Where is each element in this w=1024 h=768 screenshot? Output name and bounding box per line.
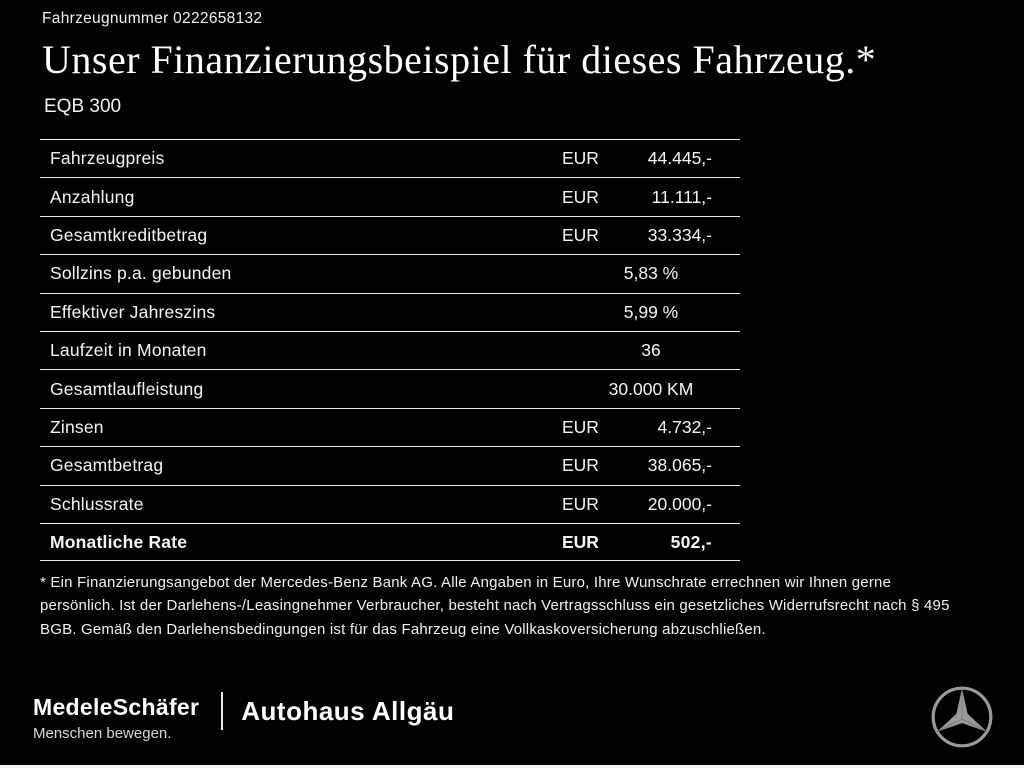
row-values: EUR 33.334,- — [562, 225, 740, 246]
dealer-secondary-name: Autohaus Allgäu — [241, 695, 455, 726]
row-values: EUR 20.000,- — [562, 494, 740, 515]
currency-label: EUR — [562, 224, 599, 245]
table-row: Sollzins p.a. gebunden 5,83 % — [40, 254, 740, 292]
row-values: 36 — [562, 340, 740, 361]
row-values: EUR 44.445,- — [562, 148, 740, 169]
footer-divider — [221, 692, 224, 730]
table-row: Laufzeit in Monaten 36 — [40, 330, 740, 369]
row-label: Schlussrate — [50, 493, 144, 514]
currency-label: EUR — [562, 416, 599, 437]
page-title: Unser Finanzierungsbeispiel für dieses F… — [42, 37, 877, 82]
row-value: 30.000 KM — [608, 378, 694, 399]
row-label: Gesamtkreditbetrag — [50, 224, 208, 245]
vehicle-number: Fahrzeugnummer 0222658132 — [42, 10, 263, 27]
row-label: Sollzins p.a. gebunden — [50, 263, 232, 284]
row-label: Gesamtlaufleistung — [50, 378, 204, 399]
table-row: Schlussrate EUR 20.000,- — [40, 484, 740, 523]
currency-label: EUR — [562, 186, 599, 207]
table-row: Fahrzeugpreis EUR 44.445,- — [40, 139, 740, 177]
row-value: 38.065,- — [647, 455, 712, 476]
row-label: Effektiver Jahreszins — [50, 301, 216, 322]
table-row: Effektiver Jahreszins 5,99 % — [40, 292, 740, 331]
row-values: EUR 38.065,- — [562, 455, 740, 476]
footer: MedeleSchäfer Menschen bewegen. Autohaus… — [0, 681, 1024, 765]
row-label: Fahrzeugpreis — [50, 148, 165, 169]
dealer-logo-block: MedeleSchäfer Menschen bewegen. — [33, 694, 199, 742]
row-value: 33.334,- — [647, 224, 712, 245]
table-row-monthly-rate: Monatliche Rate EUR 502,- — [40, 522, 740, 562]
table-row: Gesamtlaufleistung 30.000 KM — [40, 369, 740, 407]
row-values: 5,83 % — [562, 263, 740, 284]
row-values: EUR 4.732,- — [562, 417, 740, 438]
row-value: 36 — [641, 340, 661, 361]
table-row: Gesamtbetrag EUR 38.065,- — [40, 446, 740, 484]
vehicle-model: EQB 300 — [44, 96, 122, 117]
table-row: Gesamtkreditbetrag EUR 33.334,- — [40, 215, 740, 254]
row-values: 5,99 % — [562, 302, 740, 323]
row-label: Zinsen — [50, 416, 104, 437]
row-value: 11.111,- — [651, 186, 712, 207]
mercedes-star-icon — [931, 686, 993, 748]
row-values: 30.000 KM — [562, 379, 740, 400]
currency-label: EUR — [562, 531, 599, 552]
row-label: Gesamtbetrag — [50, 455, 164, 476]
currency-label: EUR — [562, 148, 599, 169]
currency-label: EUR — [562, 493, 599, 514]
row-label: Laufzeit in Monaten — [50, 340, 207, 361]
currency-label: EUR — [562, 455, 599, 476]
row-label: Anzahlung — [50, 186, 135, 207]
row-value: 20.000,- — [647, 493, 712, 514]
row-value: 502,- — [670, 531, 712, 552]
finance-table: Fahrzeugpreis EUR 44.445,- Anzahlung EUR… — [40, 139, 740, 562]
dealer-tagline: Menschen bewegen. — [33, 725, 172, 742]
legal-footnote: * Ein Finanzierungsangebot der Mercedes-… — [40, 574, 950, 638]
row-values: EUR 502,- — [562, 532, 740, 553]
row-value: 4.732,- — [657, 416, 712, 437]
table-row: Anzahlung EUR 11.111,- — [40, 177, 740, 215]
dealer-name: MedeleSchäfer — [33, 694, 200, 720]
row-values: EUR 11.111,- — [562, 187, 740, 208]
row-value: 5,99 % — [623, 301, 679, 322]
row-value: 44.445,- — [647, 148, 712, 169]
row-value: 5,83 % — [623, 263, 679, 284]
row-label: Monatliche Rate — [50, 531, 188, 552]
table-row: Zinsen EUR 4.732,- — [40, 407, 740, 446]
